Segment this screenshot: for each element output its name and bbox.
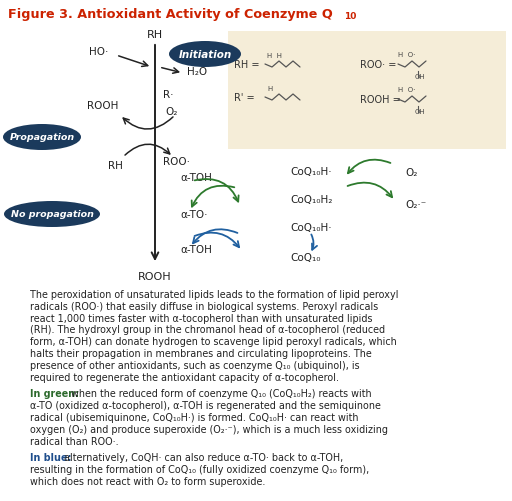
- Text: CoQ₁₀H·: CoQ₁₀H·: [290, 167, 332, 177]
- Text: 10: 10: [344, 12, 356, 21]
- Text: radicals (ROO·) that easily diffuse in biological systems. Peroxyl radicals: radicals (ROO·) that easily diffuse in b…: [30, 301, 378, 311]
- Text: required to regenerate the antioxidant capacity of α-tocopherol.: required to regenerate the antioxidant c…: [30, 372, 339, 382]
- Text: O₂: O₂: [165, 107, 177, 117]
- Text: alternatively, CoQH· can also reduce α-TO· back to α-TOH,: alternatively, CoQH· can also reduce α-T…: [61, 452, 343, 462]
- Text: radical than ROO·.: radical than ROO·.: [30, 436, 119, 446]
- Text: OH: OH: [415, 74, 425, 80]
- Text: OH: OH: [415, 109, 425, 115]
- Text: RH =: RH =: [234, 60, 260, 70]
- Text: CoQ₁₀H₂: CoQ₁₀H₂: [290, 194, 332, 204]
- Text: ROOH =: ROOH =: [360, 95, 401, 105]
- Text: α-TO (oxidized α-tocopherol), α-TOH is regenerated and the semiquinone: α-TO (oxidized α-tocopherol), α-TOH is r…: [30, 400, 381, 410]
- Ellipse shape: [169, 42, 241, 68]
- Text: (RH). The hydroxyl group in the chromanol head of α-tocopherol (reduced: (RH). The hydroxyl group in the chromano…: [30, 325, 385, 335]
- Text: ROO· =: ROO· =: [360, 60, 396, 70]
- Text: presence of other antioxidants, such as coenzyme Q₁₀ (ubiquinol), is: presence of other antioxidants, such as …: [30, 360, 359, 370]
- Text: form, α-TOH) can donate hydrogen to scavenge lipid peroxyl radicals, which: form, α-TOH) can donate hydrogen to scav…: [30, 337, 397, 347]
- Text: H: H: [267, 86, 272, 92]
- Ellipse shape: [4, 201, 100, 227]
- Text: HO·: HO·: [89, 47, 108, 57]
- Text: react 1,000 times faster with α-tocopherol than with unsaturated lipids: react 1,000 times faster with α-tocopher…: [30, 313, 373, 323]
- Text: α-TOH: α-TOH: [180, 173, 212, 183]
- Text: oxygen (O₂) and produce superoxide (O₂·⁻), which is a much less oxidizing: oxygen (O₂) and produce superoxide (O₂·⁻…: [30, 424, 388, 434]
- Text: ROOH: ROOH: [88, 101, 119, 111]
- Text: In green:: In green:: [30, 389, 79, 399]
- Text: H₂O: H₂O: [187, 67, 207, 77]
- Ellipse shape: [3, 125, 81, 151]
- Text: α-TOH: α-TOH: [180, 244, 212, 255]
- Text: R' =: R' =: [234, 93, 254, 103]
- Text: O₂: O₂: [405, 168, 417, 178]
- Text: radical (ubisemiquinone, CoQ₁₀H·) is formed. CoQ₁₀H· can react with: radical (ubisemiquinone, CoQ₁₀H·) is for…: [30, 412, 358, 422]
- Text: ROOH: ROOH: [138, 272, 172, 282]
- Text: Figure 3. Antioxidant Activity of Coenzyme Q: Figure 3. Antioxidant Activity of Coenzy…: [8, 8, 333, 21]
- Text: O₂·⁻: O₂·⁻: [405, 199, 426, 209]
- Text: α-TO·: α-TO·: [180, 209, 207, 219]
- Text: The peroxidation of unsaturated lipids leads to the formation of lipid peroxyl: The peroxidation of unsaturated lipids l…: [30, 290, 398, 300]
- Text: No propagation: No propagation: [11, 210, 93, 219]
- Text: when the reduced form of coenzyme Q₁₀ (CoQ₁₀H₂) reacts with: when the reduced form of coenzyme Q₁₀ (C…: [68, 389, 372, 399]
- FancyBboxPatch shape: [228, 32, 506, 150]
- Text: which does not react with O₂ to form superoxide.: which does not react with O₂ to form sup…: [30, 476, 265, 486]
- Text: CoQ₁₀: CoQ₁₀: [290, 253, 321, 263]
- Text: R·: R·: [163, 90, 174, 100]
- Text: In blue:: In blue:: [30, 452, 72, 462]
- Text: resulting in the formation of CoQ₁₀ (fully oxidized coenzyme Q₁₀ form),: resulting in the formation of CoQ₁₀ (ful…: [30, 464, 369, 474]
- Text: ROO·: ROO·: [163, 157, 190, 167]
- Text: H  O·: H O·: [398, 52, 415, 58]
- Text: Propagation: Propagation: [9, 133, 75, 142]
- Text: H  O·: H O·: [398, 87, 415, 93]
- Text: Initiation: Initiation: [178, 50, 231, 60]
- Text: RH: RH: [147, 30, 163, 40]
- Text: halts their propagation in membranes and circulating lipoproteins. The: halts their propagation in membranes and…: [30, 348, 372, 358]
- Text: H  H: H H: [267, 53, 282, 59]
- Text: CoQ₁₀H·: CoQ₁₀H·: [290, 222, 332, 232]
- Text: RH: RH: [108, 161, 122, 171]
